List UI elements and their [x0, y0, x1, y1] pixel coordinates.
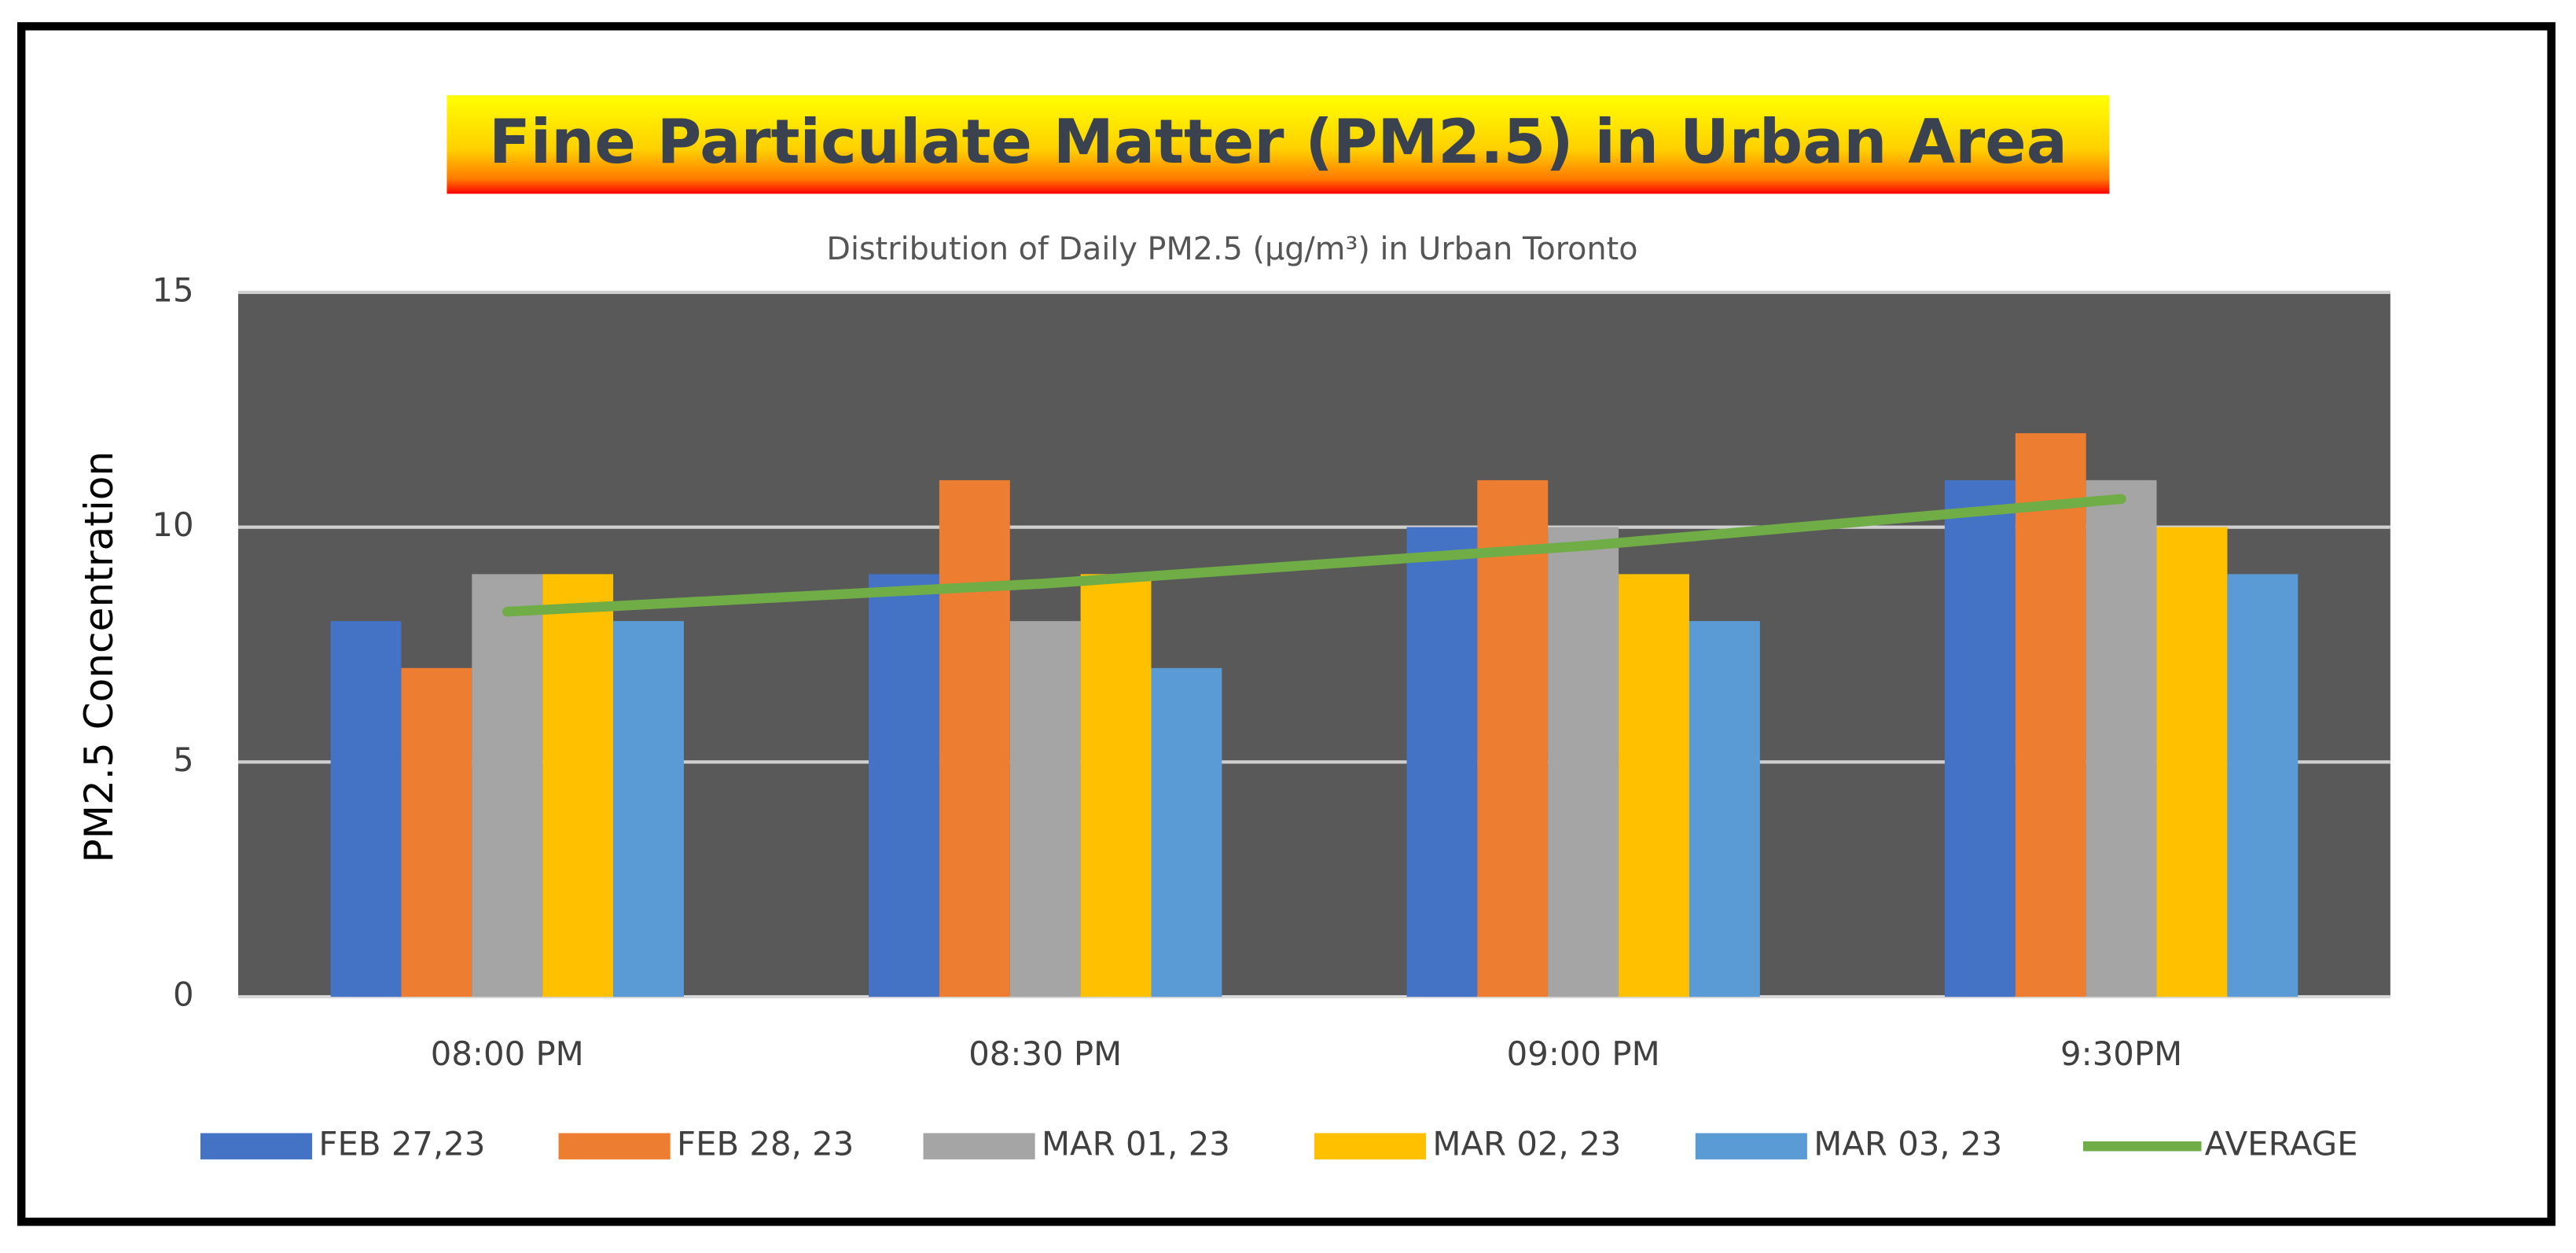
- bar: [1009, 621, 1081, 998]
- legend-swatch: [1314, 1133, 1427, 1159]
- legend-label: FEB 28, 23: [677, 1125, 854, 1163]
- bar: [542, 574, 614, 998]
- legend-label: AVERAGE: [2205, 1125, 2358, 1163]
- bar: [1080, 574, 1152, 998]
- chart-subtitle: Distribution of Daily PM2.5 (µg/m³) in U…: [826, 231, 1637, 267]
- legend-swatch: [558, 1133, 671, 1159]
- legend-label: MAR 03, 23: [1813, 1125, 2002, 1163]
- bar: [1406, 527, 1478, 998]
- legend-swatch: [923, 1133, 1035, 1159]
- bar: [869, 574, 939, 998]
- legend-label: MAR 01, 23: [1042, 1125, 1230, 1163]
- bar: [1689, 621, 1760, 998]
- bar: [472, 574, 543, 998]
- y-tick-label: 0: [173, 976, 194, 1014]
- chart-title: Fine Particulate Matter (PM2.5) in Urban…: [489, 107, 2067, 178]
- bar: [1477, 480, 1549, 998]
- y-tick-label: 5: [173, 740, 194, 779]
- bar: [1548, 527, 1619, 998]
- bar: [2085, 480, 2157, 998]
- y-tick-label: 15: [152, 270, 193, 309]
- y-axis-title: PM2.5 Concentration: [75, 451, 122, 863]
- bar: [2015, 433, 2086, 998]
- legend-label: FEB 27,23: [318, 1125, 485, 1163]
- bar: [939, 480, 1010, 998]
- bar: [2156, 527, 2228, 998]
- bar: [1151, 667, 1222, 998]
- bar: [330, 621, 402, 998]
- bar: [613, 621, 684, 998]
- bar: [1619, 574, 1689, 998]
- bar: [401, 667, 472, 998]
- legend-label: MAR 02, 23: [1432, 1125, 1621, 1163]
- x-tick-label: 08:30 PM: [968, 1034, 1122, 1073]
- average-line: [502, 494, 2126, 617]
- legend-swatch: [200, 1133, 313, 1159]
- x-tick-label: 09:00 PM: [1507, 1034, 1660, 1073]
- y-tick-label: 10: [152, 505, 193, 544]
- bar: [2227, 574, 2299, 998]
- legend-swatch: [1695, 1133, 1807, 1159]
- x-tick-label: 08:00 PM: [431, 1034, 584, 1073]
- title-box: [446, 95, 2110, 194]
- x-tick-label: 9:30PM: [2060, 1034, 2182, 1073]
- bar: [1944, 480, 2016, 998]
